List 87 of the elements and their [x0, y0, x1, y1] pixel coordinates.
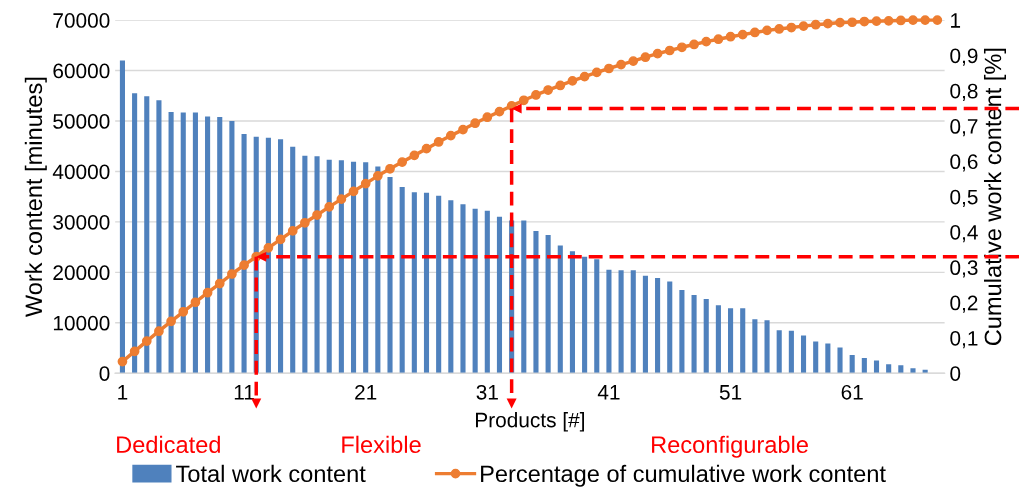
bar [655, 277, 661, 374]
bar [910, 368, 916, 374]
bar [715, 305, 721, 374]
bar [436, 195, 442, 374]
x-tick-label: 51 [719, 385, 742, 400]
bar [764, 320, 770, 374]
y2-tick-label: 0,2 [950, 295, 978, 313]
bar [448, 200, 454, 374]
bar [886, 364, 892, 374]
bar [460, 204, 466, 374]
bar [472, 208, 478, 374]
bar [314, 156, 320, 374]
y-tick-label: 30000 [53, 214, 110, 230]
bar [642, 275, 648, 374]
y2-tick-label: 0,9 [950, 48, 978, 66]
bar [618, 270, 624, 374]
bar [350, 161, 357, 374]
y2-axis-title: Cumulative work content [%] [983, 48, 1006, 346]
bar [740, 308, 746, 374]
x-tick-label: 41 [597, 385, 620, 400]
bar [484, 210, 490, 374]
y-axis-title: Work content [minutes] [24, 77, 47, 318]
bar [545, 235, 551, 374]
y-tick-label: 40000 [52, 164, 110, 180]
bar [703, 299, 709, 374]
bar [679, 289, 685, 374]
y-tick-label: 70000 [53, 13, 110, 28]
bar [691, 295, 697, 374]
y-tick-label: 60000 [53, 63, 110, 79]
bar [302, 155, 308, 374]
text: Dedicated [117, 435, 220, 454]
bar [837, 347, 843, 374]
bar [144, 96, 150, 374]
legend-label: Total work content [176, 464, 366, 483]
bar [569, 251, 575, 374]
bar [849, 355, 855, 374]
y2-tick-label: 1 [951, 13, 961, 28]
bar [606, 269, 612, 374]
y2-tick-label: 0 [950, 366, 961, 381]
y-tick-label: 0 [99, 366, 110, 381]
text: Reconfigurable [652, 435, 808, 458]
y2-tick-label: 0,4 [950, 224, 978, 243]
bar [788, 330, 794, 374]
bar [326, 159, 332, 374]
x-tick-label: 1 [118, 385, 128, 400]
bar [229, 121, 235, 374]
x-axis-title: Products [#] [476, 412, 584, 432]
bar [582, 256, 588, 374]
bar [375, 166, 381, 374]
bar [898, 365, 904, 374]
bar [156, 100, 162, 374]
y2-tick-label: 0,6 [950, 154, 978, 172]
y2-tick-label: 0,8 [950, 83, 978, 101]
x-tick-label: 61 [841, 384, 863, 400]
y2-tick-label: 0,7 [950, 119, 978, 137]
bar [594, 259, 600, 374]
bar [630, 270, 636, 374]
bar [873, 360, 880, 374]
bar [813, 341, 819, 374]
bar [728, 308, 734, 374]
bar [387, 177, 393, 374]
y2-tick-label: 0,1 [950, 330, 978, 349]
y-tick-label: 20000 [53, 265, 110, 281]
x-tick-label: 31 [476, 384, 498, 400]
bar [800, 335, 807, 374]
bar [399, 187, 405, 374]
y2-tick-label: 0,3 [950, 260, 978, 278]
bar [241, 134, 247, 374]
bar [825, 343, 831, 374]
bar [521, 220, 527, 374]
bar [776, 330, 782, 374]
y-tick-label: 50000 [53, 114, 110, 129]
bar [423, 192, 430, 374]
bar [168, 111, 174, 374]
y2-tick-label: 0,5 [950, 189, 978, 207]
legend-label: Percentage of cumulative work content [481, 464, 886, 487]
bar [752, 319, 758, 374]
bar [496, 216, 503, 374]
bar [533, 230, 539, 374]
bar [557, 245, 563, 374]
x-tick-label: 21 [355, 384, 377, 400]
text: Flexible [342, 435, 421, 454]
x-tick-label: 11 [234, 385, 254, 400]
bar [667, 281, 673, 374]
y-tick-label: 10000 [53, 315, 110, 331]
bar [411, 192, 417, 374]
bar [861, 358, 867, 374]
